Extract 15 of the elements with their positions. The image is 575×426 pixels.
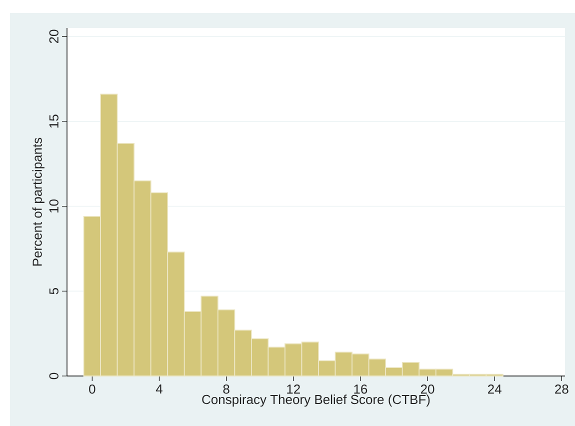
- y-tick-label: 0: [49, 372, 58, 380]
- y-tick-label: 5: [49, 288, 58, 294]
- x-tick-label: 0: [89, 384, 96, 394]
- x-tick-label: 4: [156, 384, 162, 394]
- y-tick-label: 20: [49, 30, 58, 44]
- x-tick-label: 24: [488, 384, 502, 394]
- x-tick-label: 16: [354, 384, 368, 394]
- x-axis-title: Conspiracy Theory Belief Score (CTBF): [202, 394, 430, 407]
- x-tick-label: 28: [555, 384, 568, 394]
- x-tick-label: 20: [420, 384, 434, 394]
- x-tick-label: 8: [223, 384, 230, 394]
- y-axis-title: Percent of participants: [32, 138, 44, 266]
- y-tick-label: 15: [49, 114, 58, 128]
- y-tick-label: 10: [49, 200, 58, 212]
- x-tick-label: 12: [287, 384, 300, 394]
